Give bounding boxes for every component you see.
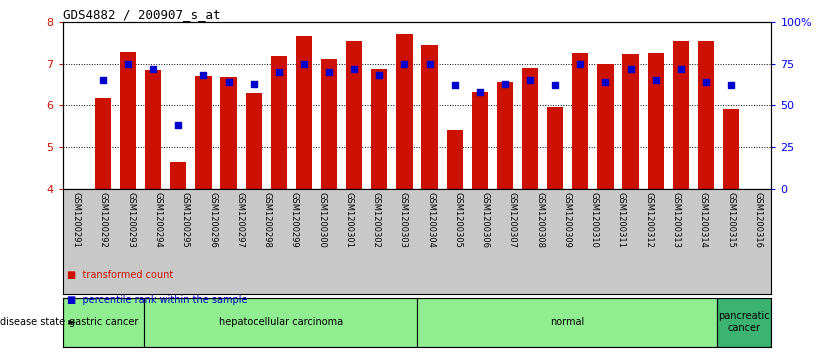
Bar — [346, 41, 362, 189]
Point — [473, 89, 486, 95]
Point — [574, 61, 587, 66]
Text: GSM1200315: GSM1200315 — [726, 192, 735, 248]
Text: GSM1200293: GSM1200293 — [126, 192, 135, 248]
Point — [197, 72, 210, 78]
Text: GSM1200291: GSM1200291 — [72, 192, 81, 248]
Bar — [195, 76, 212, 189]
Text: GSM1200301: GSM1200301 — [344, 192, 354, 248]
Point — [348, 66, 361, 72]
FancyBboxPatch shape — [417, 298, 717, 347]
Text: GSM1200303: GSM1200303 — [399, 192, 408, 248]
Text: GSM1200306: GSM1200306 — [480, 192, 490, 248]
Bar — [497, 82, 513, 189]
Bar — [472, 92, 488, 189]
Text: gastric cancer: gastric cancer — [68, 317, 138, 327]
Point — [222, 79, 235, 85]
Text: disease state ►: disease state ► — [0, 317, 76, 327]
Bar — [446, 130, 463, 189]
Point — [448, 82, 461, 88]
Text: GSM1200307: GSM1200307 — [508, 192, 517, 248]
Bar — [597, 64, 614, 189]
Bar — [572, 53, 589, 189]
Point — [599, 79, 612, 85]
Point — [172, 122, 185, 128]
Text: hepatocellular carcinoma: hepatocellular carcinoma — [219, 317, 343, 327]
Bar — [145, 70, 161, 189]
Text: GDS4882 / 200907_s_at: GDS4882 / 200907_s_at — [63, 8, 220, 21]
Text: GSM1200316: GSM1200316 — [753, 192, 762, 248]
Point — [272, 69, 285, 75]
Bar — [698, 41, 714, 189]
Point — [373, 72, 386, 78]
Bar — [120, 52, 136, 189]
Point — [649, 77, 662, 83]
Text: GSM1200294: GSM1200294 — [153, 192, 163, 248]
FancyBboxPatch shape — [144, 298, 417, 347]
Text: GSM1200311: GSM1200311 — [617, 192, 626, 248]
Text: GSM1200309: GSM1200309 — [562, 192, 571, 248]
Text: GSM1200312: GSM1200312 — [644, 192, 653, 248]
Bar — [321, 59, 337, 189]
Point — [725, 82, 738, 88]
Point — [297, 61, 310, 66]
Point — [498, 81, 511, 86]
Text: GSM1200292: GSM1200292 — [99, 192, 108, 248]
Text: pancreatic
cancer: pancreatic cancer — [718, 311, 770, 333]
Bar — [296, 36, 312, 189]
Text: ■  transformed count: ■ transformed count — [67, 269, 173, 280]
Text: GSM1200304: GSM1200304 — [426, 192, 435, 248]
Point — [96, 77, 109, 83]
Text: GSM1200300: GSM1200300 — [317, 192, 326, 248]
Bar — [396, 34, 413, 189]
Bar — [170, 162, 187, 189]
Bar — [647, 53, 664, 189]
Text: GSM1200295: GSM1200295 — [181, 192, 190, 248]
Text: GSM1200313: GSM1200313 — [671, 192, 681, 248]
Point — [122, 61, 135, 66]
Point — [323, 69, 336, 75]
Bar — [271, 56, 287, 189]
Text: GSM1200310: GSM1200310 — [590, 192, 599, 248]
Text: ■  percentile rank within the sample: ■ percentile rank within the sample — [67, 295, 247, 305]
Bar — [622, 54, 639, 189]
Point — [423, 61, 436, 66]
Text: GSM1200296: GSM1200296 — [208, 192, 217, 248]
Text: GSM1200305: GSM1200305 — [454, 192, 462, 248]
Point — [398, 61, 411, 66]
Point — [674, 66, 687, 72]
Bar — [95, 98, 111, 189]
Text: normal: normal — [550, 317, 584, 327]
Bar — [723, 110, 739, 189]
Bar — [522, 68, 538, 189]
Point — [147, 66, 160, 72]
Text: GSM1200298: GSM1200298 — [263, 192, 272, 248]
FancyBboxPatch shape — [717, 298, 771, 347]
Text: GSM1200314: GSM1200314 — [699, 192, 708, 248]
Text: GSM1200302: GSM1200302 — [372, 192, 380, 248]
Text: GSM1200308: GSM1200308 — [535, 192, 545, 248]
Bar — [421, 45, 438, 189]
Bar — [371, 69, 388, 189]
Point — [247, 81, 260, 86]
Point — [624, 66, 637, 72]
Point — [699, 79, 712, 85]
Text: GSM1200297: GSM1200297 — [235, 192, 244, 248]
Bar — [547, 107, 563, 189]
FancyBboxPatch shape — [63, 298, 144, 347]
Bar — [220, 77, 237, 189]
Text: GSM1200299: GSM1200299 — [289, 192, 299, 248]
Bar — [245, 93, 262, 189]
Point — [524, 77, 537, 83]
Point — [549, 82, 562, 88]
Bar — [673, 41, 689, 189]
